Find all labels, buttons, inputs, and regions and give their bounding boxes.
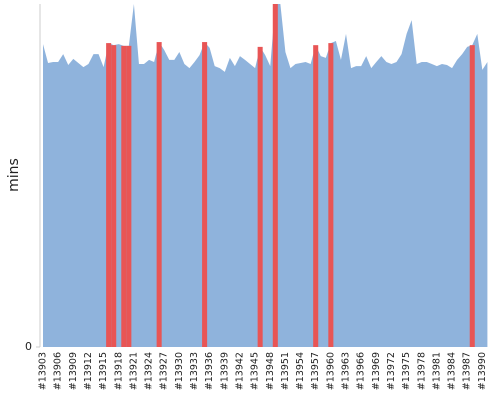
x-tick-label: #13924: [144, 352, 155, 390]
x-tick-label: #13972: [386, 352, 397, 390]
failed-build-bar: [106, 43, 112, 348]
x-tick-label: #13930: [174, 352, 185, 390]
x-tick-label: #13942: [234, 352, 245, 390]
x-tick-label: #13990: [477, 352, 488, 390]
x-tick-label: #13954: [295, 352, 306, 390]
x-tick-label: #13957: [310, 352, 321, 390]
x-tick-label: #13945: [250, 352, 261, 390]
x-tick-label: #13966: [356, 352, 367, 390]
x-tick-label: #13948: [265, 352, 276, 390]
x-tick-label: #13969: [371, 352, 382, 390]
x-tick-label: #13936: [204, 352, 215, 390]
x-tick-label: #13921: [128, 352, 139, 390]
x-tick-label: #13987: [462, 352, 473, 390]
x-tick-label: #13933: [189, 352, 200, 390]
failed-build-bar: [257, 46, 263, 347]
y-axis-label: mins: [6, 158, 22, 192]
failed-build-bar: [272, 4, 278, 347]
x-tick-label: #13909: [68, 352, 79, 390]
failed-build-bar: [202, 42, 208, 347]
x-tick-label: #13918: [113, 352, 124, 390]
x-tick-label: #13960: [325, 352, 336, 390]
failed-build-bar: [328, 43, 334, 348]
y-tick-label: 0: [25, 340, 32, 353]
x-tick-label: #13963: [341, 352, 352, 390]
failed-build-bar: [156, 42, 162, 347]
failed-build-bar: [121, 45, 127, 347]
x-tick-label: #13984: [447, 352, 458, 390]
failed-build-bar: [469, 45, 475, 347]
failed-build-bar: [126, 45, 132, 347]
x-tick-label: #13939: [219, 352, 230, 390]
x-tick-label: #13906: [53, 352, 64, 390]
x-tick-label: #13981: [431, 352, 442, 390]
x-tick-label: #13927: [159, 352, 170, 390]
area: [43, 4, 488, 347]
x-tick-label: #13975: [401, 352, 412, 390]
x-tick-label: #13951: [280, 352, 291, 390]
x-tick-label: #13912: [83, 352, 94, 390]
x-tick-label: #13915: [98, 352, 109, 390]
x-tick-label: #13903: [38, 352, 49, 390]
failed-build-bar: [313, 45, 319, 347]
x-tick-label: #13978: [416, 352, 427, 390]
failed-build-bar: [111, 45, 117, 347]
